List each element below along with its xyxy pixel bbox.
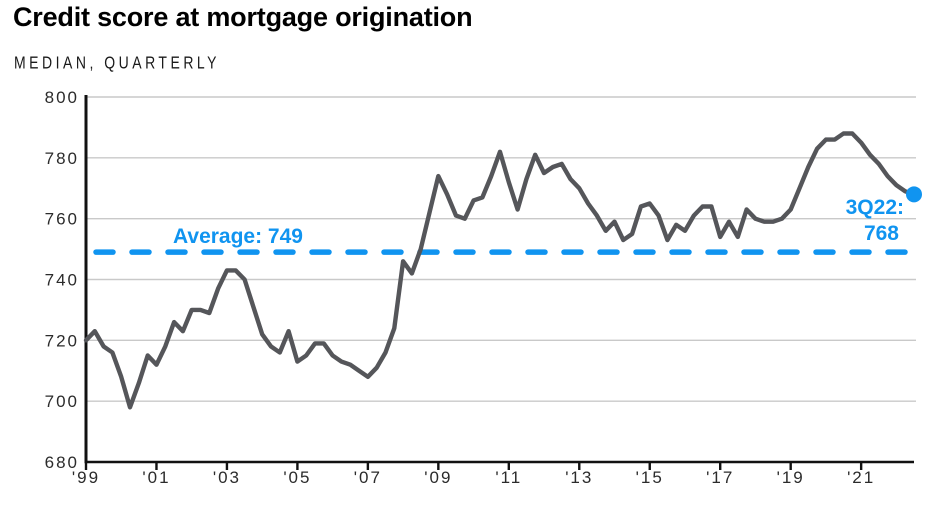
x-tick-label-21: '21: [847, 468, 875, 487]
x-tick-label-19: '19: [777, 468, 805, 487]
x-tick-label-03: '03: [213, 468, 241, 487]
y-tick-label-700: 700: [45, 392, 79, 411]
x-tick-label-17: '17: [706, 468, 734, 487]
endpoint-label-value: 768: [864, 222, 899, 245]
x-tick-label-13: '13: [565, 468, 593, 487]
y-tick-label-720: 720: [45, 331, 79, 350]
x-tick-label-07: '07: [354, 468, 382, 487]
y-tick-label-780: 780: [45, 149, 79, 168]
x-tick-label-05: '05: [283, 468, 311, 487]
x-tick-label-01: '01: [142, 468, 170, 487]
chart-subtitle: MEDIAN, QUARTERLY: [14, 52, 221, 72]
average-label: Average: 749: [173, 225, 303, 248]
y-tick-label-680: 680: [45, 453, 79, 472]
y-tick-label-740: 740: [45, 271, 79, 290]
x-tick-label-99: '99: [72, 468, 100, 487]
x-tick-label-15: '15: [636, 468, 664, 487]
y-tick-label-760: 760: [45, 210, 79, 229]
x-tick-label-09: '09: [424, 468, 452, 487]
endpoint-label-quarter: 3Q22:: [846, 196, 904, 219]
x-tick-label-11: '11: [495, 468, 522, 487]
y-tick-label-800: 800: [45, 88, 79, 107]
series-line: [83, 131, 917, 410]
endpoint-dot: [906, 186, 922, 203]
chart-title: Credit score at mortgage origination: [13, 2, 473, 32]
